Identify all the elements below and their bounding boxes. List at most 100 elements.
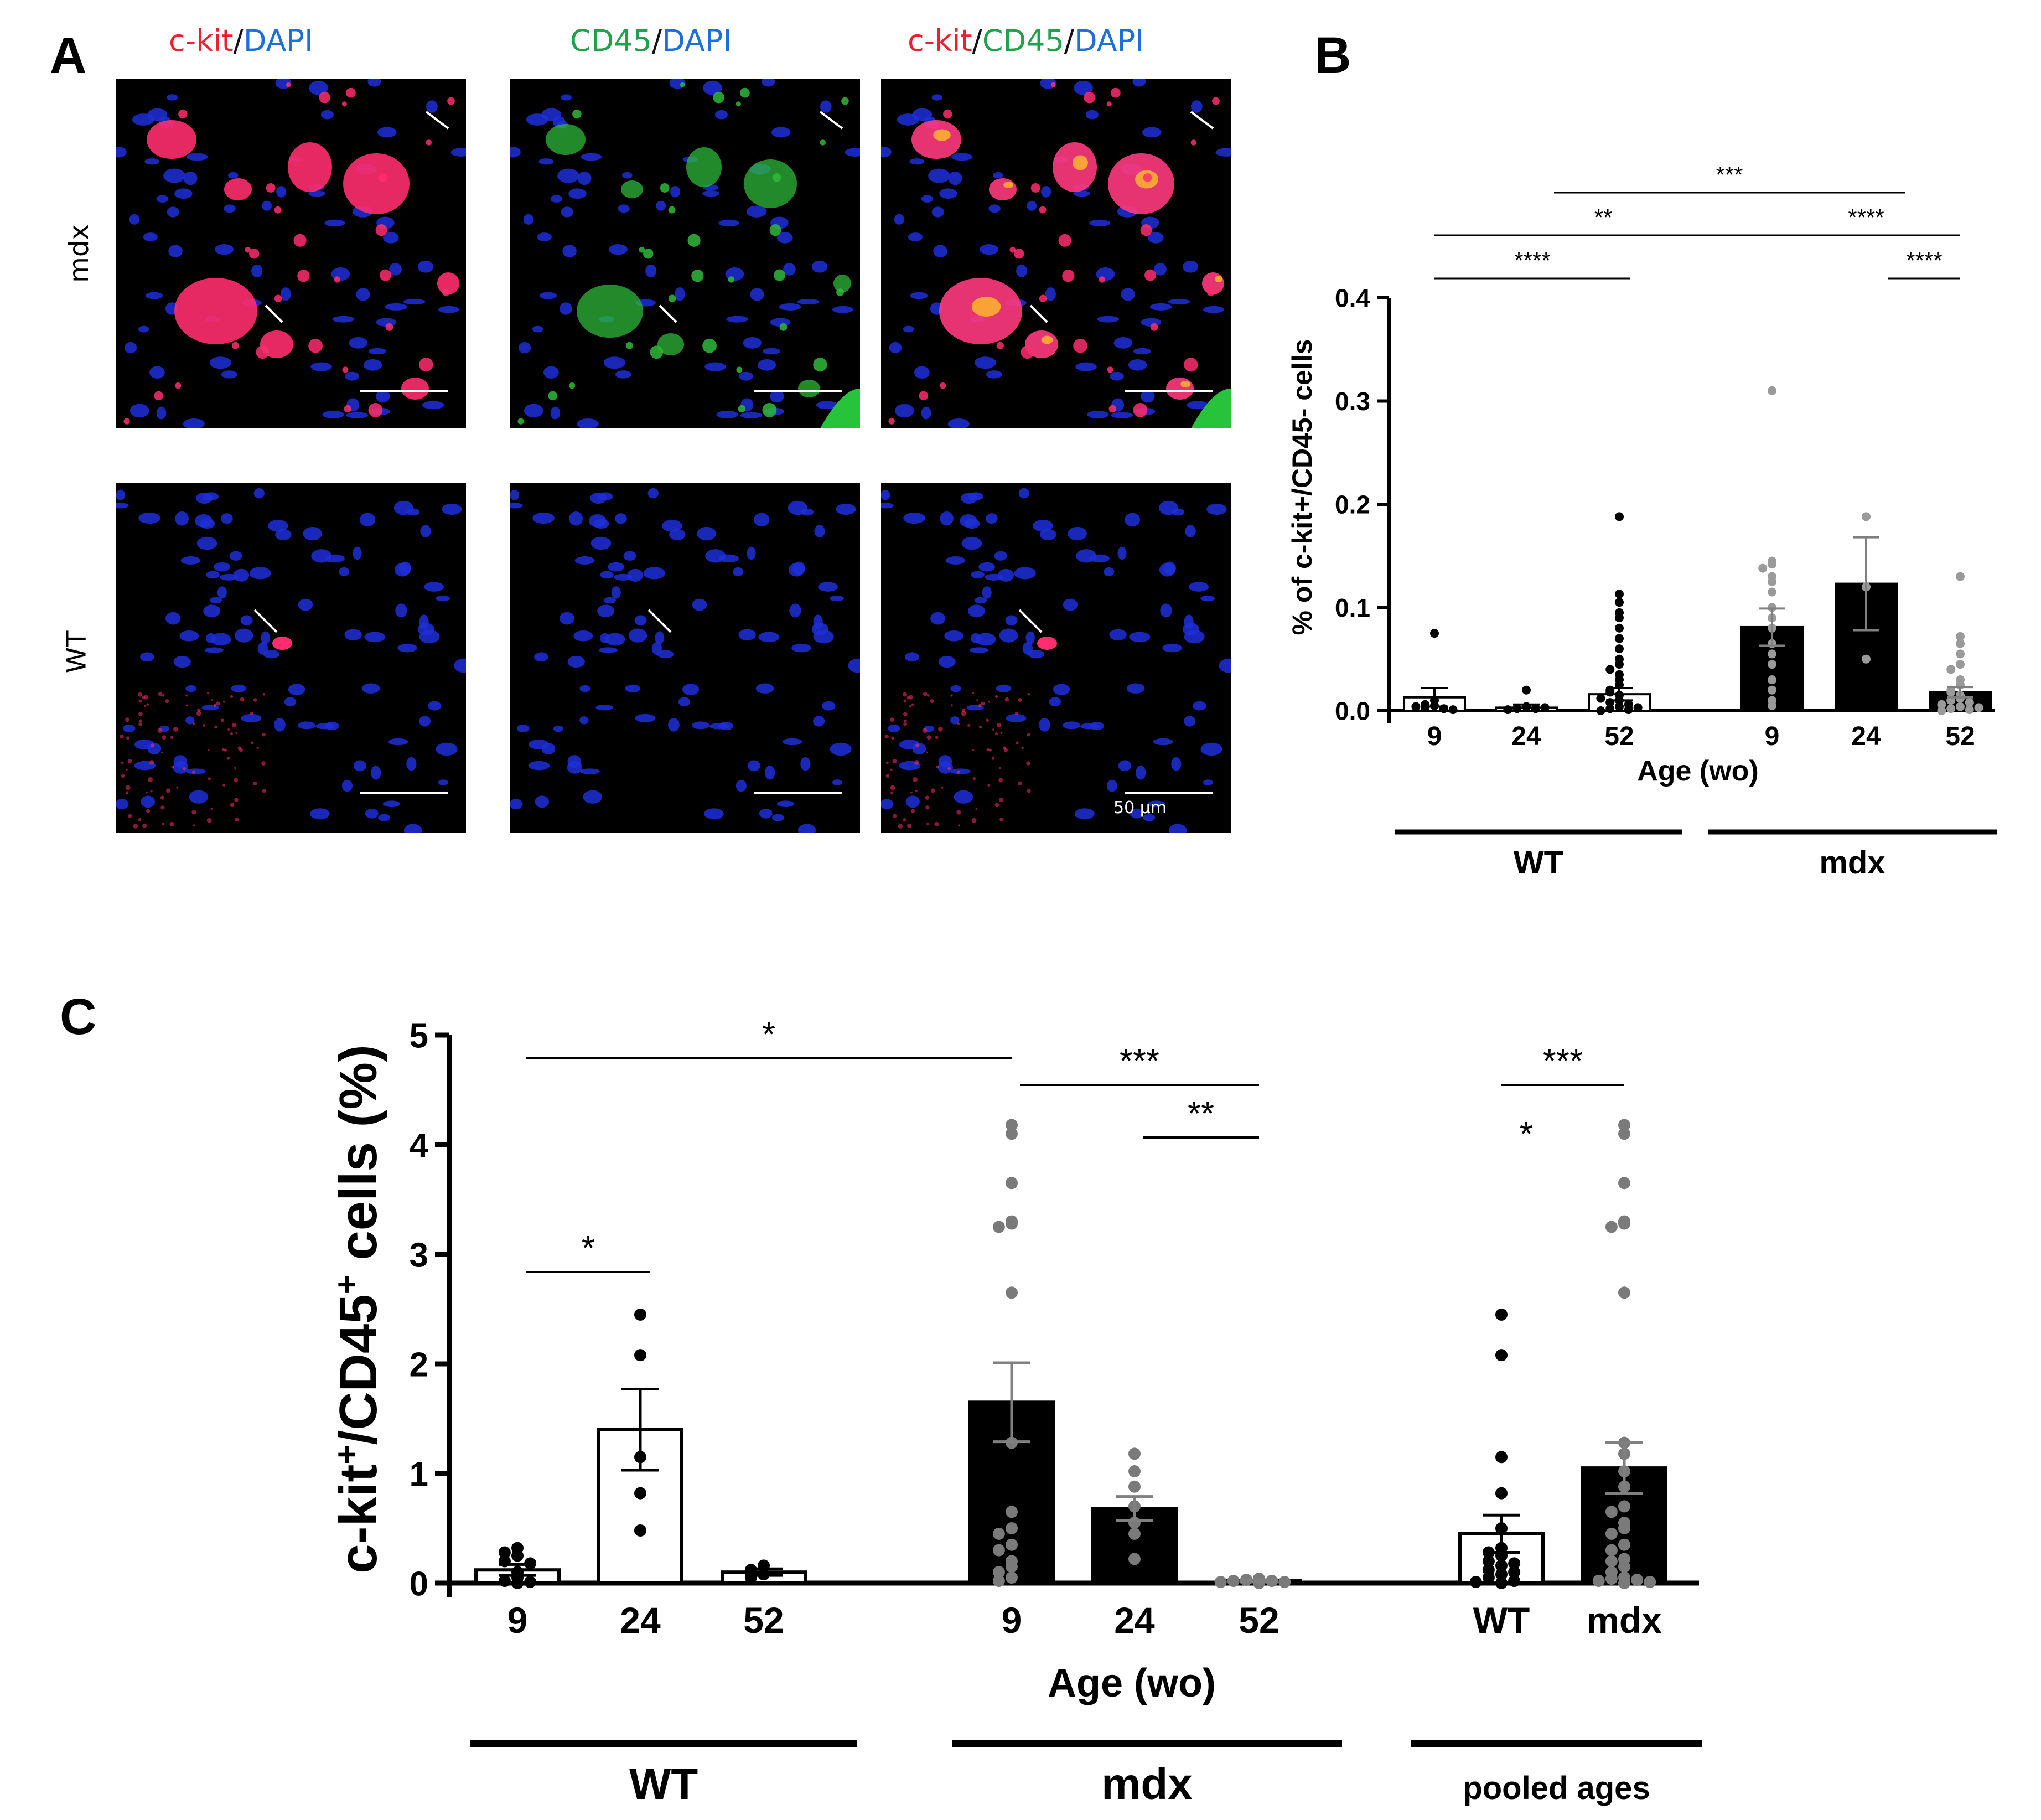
nucleus-mark <box>1018 488 1029 499</box>
ckit-signal-mark <box>146 703 149 706</box>
data-point <box>1128 1553 1141 1565</box>
data-point <box>511 1577 524 1589</box>
ckit-signal-mark <box>892 759 897 763</box>
data-point <box>1768 701 1776 710</box>
nucleus-mark <box>608 562 625 572</box>
ckit-signal-mark <box>138 722 142 726</box>
nucleus-mark <box>705 549 726 563</box>
ckit-signal-mark <box>885 774 890 778</box>
ckit-signal-mark <box>210 808 213 810</box>
data-point <box>634 1524 646 1537</box>
nucleus-mark <box>1183 260 1199 273</box>
nucleus-mark <box>627 568 644 582</box>
nucleus-mark <box>138 513 160 524</box>
cd45-signal-mark <box>657 333 684 355</box>
nucleus-mark <box>561 206 573 218</box>
nucleus-mark <box>961 536 982 550</box>
ckit-signal-mark <box>437 272 459 294</box>
overlap-signal-mark <box>1180 381 1190 387</box>
nucleus-mark <box>770 390 784 403</box>
ckit-signal-mark <box>987 784 990 787</box>
ckit-signal-mark <box>907 823 912 828</box>
nucleus-mark <box>697 526 716 541</box>
nucleus-mark <box>1117 546 1127 560</box>
data-point <box>1956 702 1965 711</box>
ckit-signal-mark <box>148 777 153 782</box>
ckit-signal-mark <box>890 791 894 794</box>
nucleus-mark <box>930 612 946 625</box>
nucleus-mark <box>209 597 222 604</box>
ckit-signal-mark <box>160 795 165 800</box>
ckit-signal-mark <box>999 798 1003 802</box>
data-point <box>1006 1506 1018 1518</box>
group-label: mdx <box>1819 845 1885 881</box>
ckit-signal-mark <box>956 770 960 774</box>
nucleus-mark <box>940 511 954 526</box>
ckit-signal-mark <box>914 760 919 765</box>
ckit-signal-mark <box>910 809 915 813</box>
ckit-signal-mark <box>986 748 990 752</box>
signal-dot-mark <box>1073 338 1087 353</box>
nucleus-mark <box>1154 262 1167 276</box>
nucleus-mark <box>298 598 313 611</box>
ckit-signal-mark <box>191 810 196 815</box>
signal-dot-mark <box>728 276 734 283</box>
nucleus-mark <box>992 172 1003 179</box>
overlap-signal-mark <box>1003 182 1013 188</box>
ckit-signal-mark <box>125 785 131 790</box>
ckit-signal-mark <box>998 778 1003 783</box>
nucleus-mark <box>261 631 270 644</box>
ckit-signal-mark <box>925 795 930 800</box>
y-axis-title-part: + <box>328 1445 365 1464</box>
signal-dot-mark <box>1207 288 1215 296</box>
nucleus-mark <box>614 513 627 524</box>
nucleus-mark <box>524 404 543 418</box>
data-point <box>1128 1527 1141 1540</box>
nucleus-mark <box>903 325 914 333</box>
signal-dot-mark <box>735 101 741 107</box>
nucleus-mark <box>1085 110 1099 120</box>
micrograph-image <box>881 488 1231 833</box>
nucleus-mark <box>1142 127 1162 138</box>
nucleus-mark <box>532 513 555 524</box>
ckit-signal-mark <box>150 789 153 793</box>
nucleus-mark <box>938 655 956 668</box>
y-tick-label: 0.1 <box>1335 593 1370 622</box>
data-point <box>992 1544 1005 1557</box>
x-category-label: 24 <box>1851 722 1881 751</box>
nucleus-mark <box>322 410 344 418</box>
nucleus-mark <box>647 488 659 499</box>
signal-dot-mark <box>1106 101 1112 107</box>
signal-dot-mark <box>178 109 188 119</box>
nucleus-mark <box>339 567 350 576</box>
nucleus-mark <box>928 168 950 183</box>
ckit-signal-mark <box>922 728 928 733</box>
ckit-signal-mark <box>226 756 230 760</box>
ckit-signal-mark <box>1027 789 1031 793</box>
nucleus-mark <box>1136 766 1146 780</box>
nucleus-mark <box>215 244 234 255</box>
signal-dot-mark <box>668 206 676 214</box>
ckit-signal-mark <box>999 767 1002 769</box>
signal-dot-mark <box>1058 234 1071 247</box>
ckit-signal-mark <box>253 698 257 702</box>
nucleus-mark <box>597 604 614 618</box>
significance-label: ** <box>1594 204 1613 230</box>
nucleus-mark <box>743 337 762 349</box>
nucleus-mark <box>1109 629 1127 640</box>
micrograph-wt-merged: 50 µm <box>881 483 1231 833</box>
nucleus-mark <box>251 264 263 278</box>
signal-dot-mark <box>1108 405 1117 413</box>
nucleus-mark <box>759 808 773 819</box>
nucleus-mark <box>600 571 614 579</box>
nucleus-mark <box>1041 185 1051 198</box>
ckit-signal-mark <box>158 691 163 696</box>
data-point <box>1618 1500 1630 1513</box>
nucleus-mark <box>165 612 181 625</box>
signal-dot-mark <box>319 91 330 104</box>
nucleus-mark <box>950 685 962 692</box>
ckit-signal-mark <box>146 809 151 813</box>
x-category-label: 24 <box>620 1600 661 1641</box>
data-point <box>1508 1557 1521 1570</box>
ckit-signal-mark <box>976 699 978 701</box>
